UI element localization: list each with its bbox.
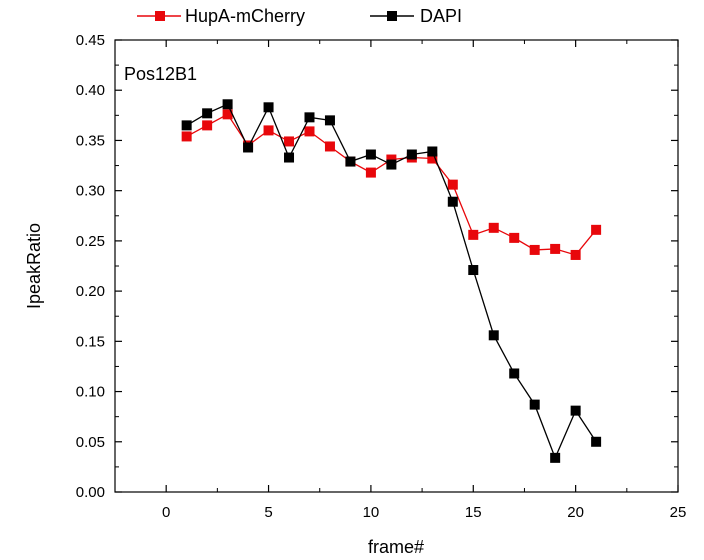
data-point-hupa-mcherry: [529, 244, 540, 255]
x-axis-label: frame#: [368, 537, 424, 557]
x-axis-ticks: 0 5 10 15 20 25: [162, 40, 686, 521]
data-point-dapi: [222, 99, 233, 110]
data-point-hupa-mcherry: [386, 154, 397, 165]
legend-label-dapi: DAPI: [420, 6, 462, 26]
data-point-dapi: [529, 399, 540, 410]
y-tick-label: 0.35: [76, 132, 105, 149]
x-tick-label: 5: [264, 504, 272, 521]
legend-label-hupa-mcherry: HupA-mCherry: [185, 6, 305, 26]
data-point-dapi: [365, 149, 376, 160]
plot-frame: [114, 39, 679, 493]
data-point-hupa-mcherry: [550, 243, 561, 254]
y-tick-label: 0.20: [76, 283, 105, 300]
data-point-hupa-mcherry: [468, 229, 479, 240]
series-line-hupa-mcherry: [186, 113, 597, 256]
data-point-dapi: [263, 102, 274, 113]
data-point-dapi: [447, 196, 458, 207]
data-point-hupa-mcherry: [304, 126, 315, 137]
legend: HupA-mCherry DAPI: [137, 6, 462, 26]
y-tick-label: 0.10: [76, 384, 105, 401]
data-point-dapi: [243, 142, 254, 153]
series-layer: [181, 99, 602, 463]
y-tick-label: 0.45: [76, 32, 105, 49]
x-tick-label: 15: [465, 504, 482, 521]
data-point-dapi: [570, 405, 581, 416]
data-point-dapi: [509, 368, 520, 379]
x-tick-label: 20: [567, 504, 584, 521]
data-point-hupa-mcherry: [263, 125, 274, 136]
legend-marker-dapi: [387, 11, 397, 21]
panel-label: Pos12B1: [124, 64, 197, 84]
data-point-hupa-mcherry: [427, 153, 438, 164]
y-tick-label: 0.25: [76, 233, 105, 250]
y-tick-label: 0.05: [76, 434, 105, 451]
series-hupa-mcherry: [181, 109, 602, 260]
data-point-dapi: [181, 120, 192, 131]
y-axis-label: IpeakRatio: [24, 223, 44, 309]
data-point-dapi: [468, 265, 479, 276]
data-point-dapi: [386, 159, 397, 170]
x-tick-label: 25: [670, 504, 687, 521]
data-point-dapi: [550, 452, 561, 463]
data-point-hupa-mcherry: [222, 109, 233, 120]
y-tick-label: 0.30: [76, 183, 105, 200]
data-point-dapi: [202, 108, 213, 119]
data-point-dapi: [284, 152, 295, 163]
y-tick-label: 0.00: [76, 484, 105, 501]
y-tick-label: 0.40: [76, 82, 105, 99]
legend-marker-hupa-mcherry: [155, 11, 165, 21]
data-point-hupa-mcherry: [202, 120, 213, 131]
x-tick-label: 10: [363, 504, 380, 521]
data-point-dapi: [345, 156, 356, 167]
legend-item-dapi: DAPI: [370, 6, 462, 26]
data-point-dapi: [324, 115, 335, 126]
data-point-dapi: [427, 146, 438, 157]
data-point-dapi: [488, 330, 499, 341]
data-point-dapi: [304, 112, 315, 123]
data-point-dapi: [591, 436, 602, 447]
data-point-hupa-mcherry: [591, 224, 602, 235]
y-axis-ticks: 0.00 0.05 0.10 0.15 0.20 0.25 0.30 0.35 0.40 0.45: [76, 32, 678, 501]
data-point-hupa-mcherry: [509, 232, 520, 243]
data-point-dapi: [406, 149, 417, 160]
data-point-hupa-mcherry: [181, 131, 192, 142]
data-point-hupa-mcherry: [570, 249, 581, 260]
data-point-hupa-mcherry: [324, 141, 335, 152]
x-tick-label: 0: [162, 504, 170, 521]
legend-item-hupa-mcherry: HupA-mCherry: [137, 6, 305, 26]
data-point-hupa-mcherry: [488, 222, 499, 233]
series-dapi: [181, 99, 602, 463]
data-point-hupa-mcherry: [284, 136, 295, 147]
data-point-hupa-mcherry: [365, 167, 376, 178]
y-tick-label: 0.15: [76, 333, 105, 350]
data-point-hupa-mcherry: [447, 179, 458, 190]
